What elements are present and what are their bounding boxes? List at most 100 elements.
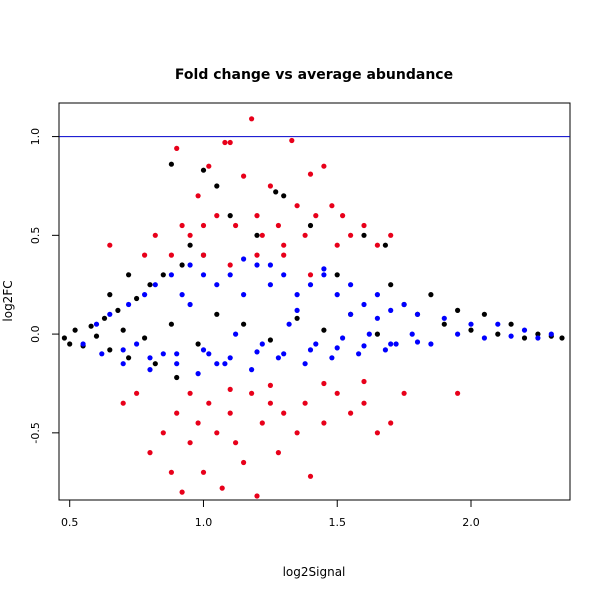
- data-point-black: [88, 323, 94, 329]
- data-point-blue: [334, 292, 340, 298]
- data-point-red: [187, 440, 193, 446]
- data-point-red: [281, 242, 287, 248]
- data-point-blue: [152, 282, 158, 288]
- data-point-black: [281, 193, 287, 199]
- data-point-black: [334, 272, 340, 278]
- data-point-black: [254, 232, 260, 238]
- data-point-black: [67, 341, 73, 347]
- data-point-blue: [321, 272, 327, 278]
- data-point-blue: [187, 301, 193, 308]
- data-point-red: [179, 489, 185, 495]
- data-point-black: [126, 355, 132, 361]
- data-point-blue: [227, 272, 233, 278]
- data-point-blue: [495, 321, 501, 327]
- data-point-blue: [481, 335, 487, 341]
- data-point-red: [361, 400, 367, 406]
- data-point-blue: [222, 361, 228, 367]
- data-point-red: [187, 390, 193, 396]
- data-point-blue: [348, 282, 354, 288]
- y-tick-label: 0.0: [29, 325, 42, 343]
- data-point-red: [168, 469, 174, 475]
- data-point-red: [289, 137, 295, 144]
- data-point-blue: [374, 315, 380, 321]
- data-point-black: [134, 295, 140, 302]
- data-point-red: [302, 232, 308, 238]
- data-point-black: [107, 292, 113, 298]
- data-point-blue: [160, 351, 166, 357]
- data-point-red: [267, 382, 273, 388]
- data-point-black: [455, 307, 461, 313]
- x-tick-label: 0.5: [61, 516, 79, 529]
- data-point-black: [168, 321, 174, 327]
- data-point-red: [281, 410, 287, 416]
- data-point-black: [441, 321, 447, 327]
- data-point-blue: [414, 311, 421, 317]
- data-point-red: [187, 232, 193, 238]
- data-point-blue: [294, 292, 300, 298]
- data-point-black: [481, 311, 487, 317]
- data-point-black: [72, 327, 78, 333]
- data-point-red: [321, 420, 327, 426]
- data-point-blue: [441, 315, 447, 321]
- data-point-red: [313, 213, 319, 219]
- data-point-black: [195, 341, 201, 347]
- data-point-red: [200, 222, 207, 229]
- data-point-red: [294, 203, 300, 209]
- data-point-red: [206, 163, 212, 169]
- data-point-blue: [468, 321, 474, 327]
- data-point-blue: [142, 292, 148, 298]
- data-point-black: [361, 232, 367, 238]
- data-point-black: [382, 242, 388, 248]
- y-axis: -0.5 0.0 0.5 1.0: [29, 128, 60, 444]
- x-tick-label: 1.5: [328, 516, 346, 529]
- data-point-black: [388, 282, 394, 288]
- data-point-blue: [120, 361, 126, 367]
- data-point-blue: [174, 351, 180, 357]
- data-point-blue: [80, 341, 86, 347]
- data-point-red: [107, 242, 113, 248]
- data-point-blue: [206, 351, 212, 357]
- data-point-red: [294, 430, 300, 436]
- data-point-blue: [366, 331, 372, 337]
- x-tick-label: 2.0: [462, 516, 480, 529]
- data-point-blue: [393, 341, 399, 347]
- data-point-red: [147, 450, 153, 456]
- data-point-red: [374, 430, 380, 436]
- data-point-black: [559, 335, 565, 341]
- data-point-blue: [99, 351, 105, 357]
- data-point-black: [535, 331, 541, 337]
- data-point-red: [267, 400, 273, 406]
- data-point-black: [147, 282, 153, 288]
- data-point-black: [93, 333, 100, 339]
- data-point-red: [195, 193, 201, 199]
- data-point-red: [361, 222, 367, 229]
- data-point-black: [307, 222, 314, 229]
- data-point-blue: [168, 272, 174, 278]
- data-point-blue: [535, 335, 541, 341]
- data-point-blue: [374, 292, 380, 298]
- data-point-red: [374, 242, 380, 248]
- data-point-blue: [147, 355, 153, 361]
- data-point-red: [307, 272, 314, 278]
- data-point-red: [214, 430, 220, 436]
- data-point-blue: [401, 301, 407, 308]
- data-point-red: [227, 386, 233, 392]
- data-point-black: [321, 327, 327, 333]
- data-point-blue: [428, 341, 434, 347]
- data-point-red: [334, 242, 340, 248]
- data-point-red: [200, 469, 207, 475]
- data-point-black: [508, 321, 514, 327]
- y-axis-label: log2FC: [1, 280, 15, 321]
- data-point-black: [120, 327, 126, 333]
- data-point-blue: [281, 272, 287, 278]
- data-point-blue: [126, 301, 132, 308]
- data-point-red: [219, 485, 225, 491]
- data-point-red: [307, 473, 314, 479]
- data-point-black: [267, 337, 273, 343]
- data-point-red: [302, 400, 308, 406]
- data-point-black: [241, 321, 247, 327]
- data-point-blue: [414, 339, 421, 345]
- data-point-blue: [356, 351, 362, 357]
- data-point-blue: [267, 282, 273, 288]
